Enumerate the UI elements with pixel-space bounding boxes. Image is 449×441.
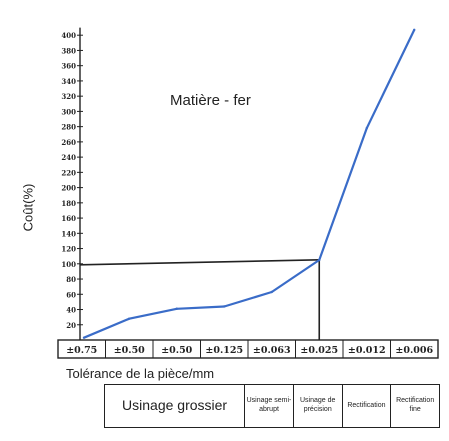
material-annotation: Matière - fer	[170, 92, 251, 109]
y-tick-label-380: 380	[61, 46, 76, 55]
data-point-6	[365, 126, 368, 130]
y-tick-label-280: 280	[61, 123, 76, 132]
y-tick-label-120: 120	[61, 245, 76, 254]
y-tick-label-180: 180	[61, 199, 76, 208]
y-tick-label-160: 160	[61, 214, 76, 223]
y-tick-label-60: 60	[66, 290, 76, 299]
y-tick-label-360: 360	[61, 62, 76, 71]
process-cell-fine-grinding: Rectification fine	[390, 385, 439, 427]
process-cell-precision: Usinage de précision	[292, 385, 342, 427]
process-cell-grinding: Rectification	[341, 385, 391, 427]
y-tick-label-400: 400	[61, 31, 76, 40]
y-tick-label-240: 240	[61, 153, 76, 162]
process-cell-rough: Usinage grossier	[122, 397, 228, 414]
x-axis-label: Tolérance de la pièce/mm	[66, 366, 215, 381]
y-tick-label-320: 320	[61, 92, 76, 101]
data-point-4	[270, 290, 273, 294]
data-point-5	[318, 258, 321, 262]
x-tick-label-3: ±0.125	[205, 345, 243, 356]
cost-series-line	[83, 29, 416, 339]
y-tick-label-20: 20	[66, 321, 76, 330]
x-tick-label-1: ±0.50	[114, 345, 145, 356]
y-tick-label-340: 340	[61, 77, 76, 86]
x-tick-label-5: ±0.025	[300, 345, 338, 356]
reference-horizontal-line	[79, 259, 320, 266]
y-tick-label-200: 200	[61, 184, 76, 193]
data-point-1	[128, 317, 131, 320]
y-tick-label-300: 300	[61, 107, 76, 116]
data-point-2	[175, 307, 178, 310]
y-axis-label: Coût(%)	[20, 183, 36, 232]
x-tick-label-6: ±0.012	[348, 345, 386, 356]
data-point-3	[223, 305, 226, 308]
x-tick-label-4: ±0.063	[253, 345, 291, 356]
x-tick-label-2: ±0.50	[161, 345, 192, 356]
y-tick-label-40: 40	[66, 306, 76, 315]
y-tick-label-220: 220	[61, 168, 76, 177]
data-point-0	[82, 336, 86, 339]
y-tick-label-80: 80	[66, 275, 76, 284]
x-tick-label-7: ±0.006	[395, 345, 433, 356]
data-point-7	[413, 28, 416, 32]
machining-process-table: Usinage grossier Usinage semi-abrupt Usi…	[104, 384, 440, 428]
y-tick-label-140: 140	[61, 229, 76, 238]
y-tick-label-100: 100	[61, 260, 76, 269]
x-tick-label-0: ±0.75	[66, 345, 97, 356]
process-cell-semi: Usinage semi-abrupt	[244, 385, 293, 427]
y-tick-label-260: 260	[61, 138, 76, 147]
